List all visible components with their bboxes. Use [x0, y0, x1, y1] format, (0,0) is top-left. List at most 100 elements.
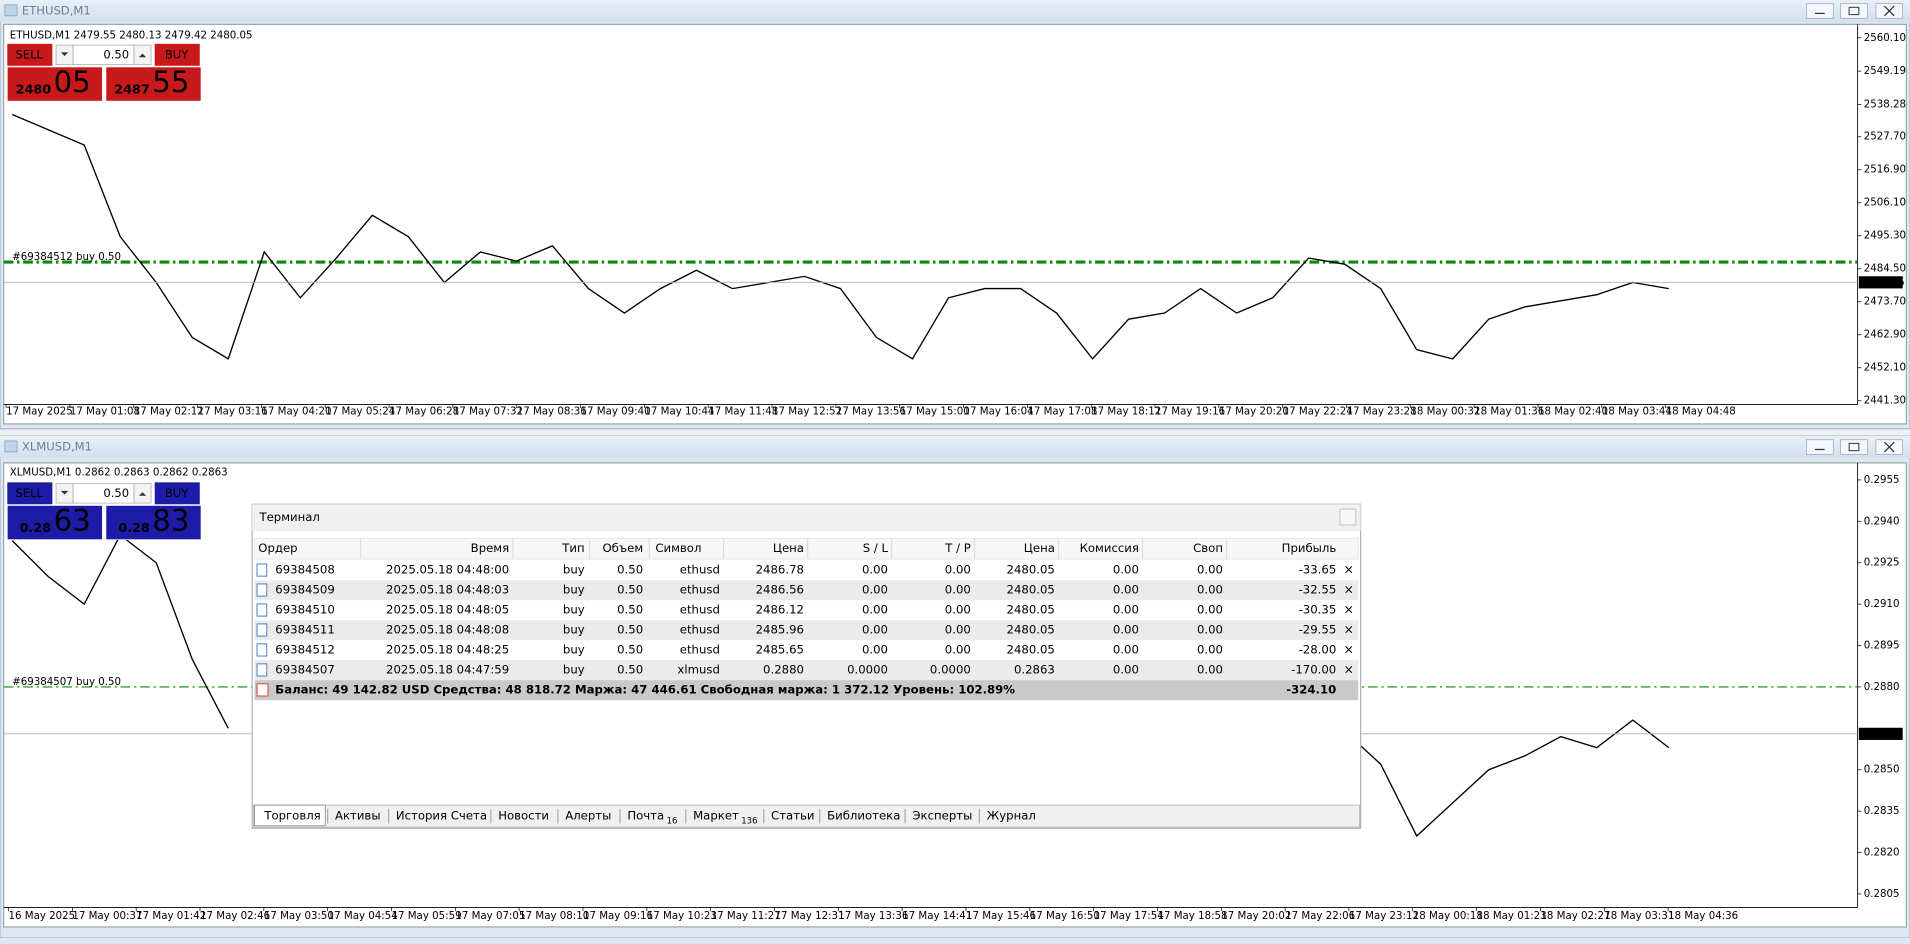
- symbol-header: XLMUSD,M1 0.2862 0.2863 0.2862 0.2863: [10, 468, 228, 479]
- cell: xlmusd: [677, 662, 719, 676]
- cell: 0.50: [617, 662, 643, 676]
- close-order[interactable]: ×: [1344, 662, 1354, 676]
- cell: buy: [563, 603, 585, 617]
- window-icon: [4, 4, 18, 17]
- window-button[interactable]: [1840, 3, 1868, 19]
- tab-label[interactable]: История Счета: [396, 809, 487, 823]
- tab-label[interactable]: Статьи: [771, 809, 814, 823]
- x-tick-label: 17 May 13:36: [838, 911, 908, 922]
- cell: 0.00: [1197, 583, 1223, 597]
- x-tick-label: 17 May 19:16: [1155, 407, 1225, 418]
- ask-box[interactable]: [105, 505, 202, 540]
- sell-button[interactable]: [7, 43, 53, 66]
- table-row[interactable]: [254, 660, 1359, 681]
- cell: 2025.05.18 04:48:00: [386, 563, 509, 577]
- tab-label[interactable]: Почта: [627, 809, 664, 823]
- icon: [1883, 441, 1895, 453]
- x-tick-label: 17 May 07:32: [453, 407, 523, 418]
- close-order[interactable]: ×: [1344, 563, 1354, 577]
- cell: 0.00: [1113, 662, 1139, 676]
- window-button[interactable]: [1806, 3, 1834, 19]
- x-tick-label: 18 May 00:32: [1410, 407, 1480, 418]
- table-row[interactable]: [254, 560, 1359, 581]
- table-row[interactable]: [254, 640, 1359, 661]
- sell-label: SELL: [15, 486, 43, 500]
- cell: ethusd: [680, 642, 720, 656]
- cell: 0.00: [1113, 622, 1139, 636]
- x-tick-label: 17 May 02:12: [134, 407, 204, 418]
- cell: 2486.56: [756, 583, 804, 597]
- icon: [1848, 6, 1860, 16]
- x-tick-label: 17 May 18:12: [1091, 407, 1161, 418]
- cell: -30.35: [1299, 603, 1337, 617]
- x-tick-label: 17 May 01:42: [136, 911, 206, 922]
- cell: buy: [563, 622, 585, 636]
- bid-box[interactable]: [7, 505, 103, 540]
- close-order[interactable]: ×: [1344, 622, 1354, 636]
- close-order[interactable]: ×: [1344, 642, 1354, 656]
- tab-label[interactable]: Эксперты: [912, 809, 972, 823]
- x-tick-label: 17 May 04:20: [261, 407, 331, 418]
- close-order[interactable]: ×: [1344, 603, 1354, 617]
- tab-label[interactable]: Журнал: [987, 809, 1036, 823]
- tab-bar: [253, 804, 1360, 828]
- cell: 2025.05.18 04:48:25: [386, 642, 509, 656]
- table-row[interactable]: [254, 620, 1359, 641]
- summary-icon: [256, 683, 269, 697]
- table-row[interactable]: [254, 600, 1359, 621]
- terminal-close[interactable]: [1339, 508, 1357, 526]
- x-tick-label: 17 May 16:04: [964, 407, 1034, 418]
- cell: -32.55: [1299, 583, 1337, 597]
- tab-label[interactable]: Библиотека: [827, 809, 900, 823]
- order-label: #69384512 buy 0.50: [12, 252, 121, 263]
- window-button[interactable]: [1840, 439, 1868, 455]
- cell: 0.00: [1197, 603, 1223, 617]
- cell: 0.2863: [1014, 662, 1055, 676]
- symbol-header: ETHUSD,M1 2479.55 2480.13 2479.42 2480.0…: [10, 30, 253, 41]
- column-header: S / L: [863, 541, 889, 555]
- x-tick-label: 17 May 10:44: [644, 407, 714, 418]
- x-tick-label: 17 May 00:37: [72, 911, 142, 922]
- cell: -33.65: [1299, 563, 1337, 577]
- cell: 2480.05: [1007, 583, 1055, 597]
- tab-label[interactable]: Активы: [335, 809, 381, 823]
- table-row[interactable]: [254, 580, 1359, 601]
- tab-label[interactable]: Маркет: [693, 809, 739, 823]
- tab-active[interactable]: [254, 804, 326, 827]
- y-tick-label: 0.2910: [1864, 599, 1900, 610]
- x-tick-label: 18 May 04:48: [1666, 407, 1736, 418]
- ask-box[interactable]: [105, 66, 202, 102]
- lot-value: 0.50: [103, 47, 129, 61]
- close-order[interactable]: ×: [1344, 583, 1354, 597]
- column-header: T / P: [944, 541, 971, 555]
- x-tick-label: 17 May 09:16: [583, 911, 653, 922]
- buy-button[interactable]: [154, 43, 200, 66]
- chart-window: ETHUSD,M1 2560.10 2549.19 2538.28 2527.70 251…: [0, 0, 1910, 430]
- cell: 2480.05: [1007, 642, 1055, 656]
- bid-label: 0.2863: [1862, 729, 1898, 740]
- window-button[interactable]: [1806, 439, 1834, 455]
- y-tick-label: 0.2850: [1864, 765, 1900, 776]
- tab-label[interactable]: Новости: [498, 809, 549, 823]
- cell: -170.00: [1291, 662, 1336, 676]
- cell: 0.00: [1197, 642, 1223, 656]
- tab-badge: 16: [667, 816, 678, 826]
- x-tick-label: 17 May 17:08: [1027, 407, 1097, 418]
- cell: 0.2880: [763, 662, 804, 676]
- tab-label[interactable]: Алерты: [565, 809, 611, 823]
- tab-label[interactable]: Торговля: [263, 809, 320, 823]
- cell: 0.00: [862, 563, 888, 577]
- y-tick-label: 2506.10: [1864, 198, 1906, 209]
- bid-box[interactable]: [7, 66, 103, 102]
- x-tick-label: 17 May 22:24: [1283, 407, 1353, 418]
- x-tick-label: 17 May 23:28: [1347, 407, 1417, 418]
- sell-button[interactable]: [7, 482, 53, 505]
- y-tick-label: 2538.28: [1864, 99, 1906, 110]
- window-title: XLMUSD,M1: [22, 440, 92, 454]
- status-bar: [0, 937, 1910, 944]
- cell: 2485.65: [756, 642, 804, 656]
- cell: 2480.05: [1007, 603, 1055, 617]
- buy-button[interactable]: [154, 482, 200, 505]
- cell: 2025.05.18 04:48:03: [386, 583, 509, 597]
